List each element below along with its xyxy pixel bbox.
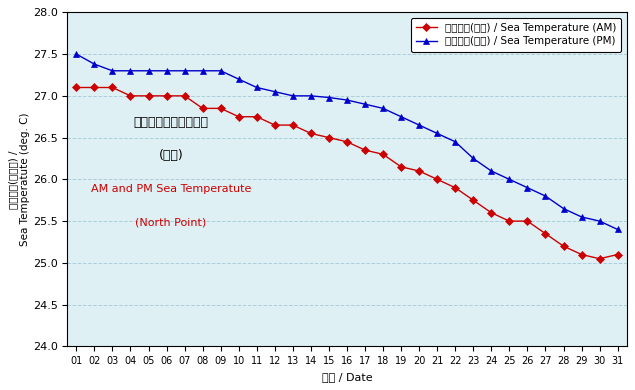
Y-axis label: 海水溫度(攝氏度) /
Sea Temperatute (deg. C): 海水溫度(攝氏度) / Sea Temperatute (deg. C) [8, 113, 30, 246]
Text: (North Point): (North Point) [135, 218, 206, 228]
Text: (北角): (北角) [158, 149, 183, 163]
X-axis label: 日期 / Date: 日期 / Date [322, 372, 372, 382]
Text: AM and PM Sea Temperatute: AM and PM Sea Temperatute [91, 184, 251, 194]
Legend: 海水溫度(上午) / Sea Temperature (AM), 海水溫度(下午) / Sea Temperature (PM): 海水溫度(上午) / Sea Temperature (AM), 海水溫度(下午… [410, 18, 622, 51]
Text: 上午及下午的海水溫度: 上午及下午的海水溫度 [133, 116, 208, 129]
